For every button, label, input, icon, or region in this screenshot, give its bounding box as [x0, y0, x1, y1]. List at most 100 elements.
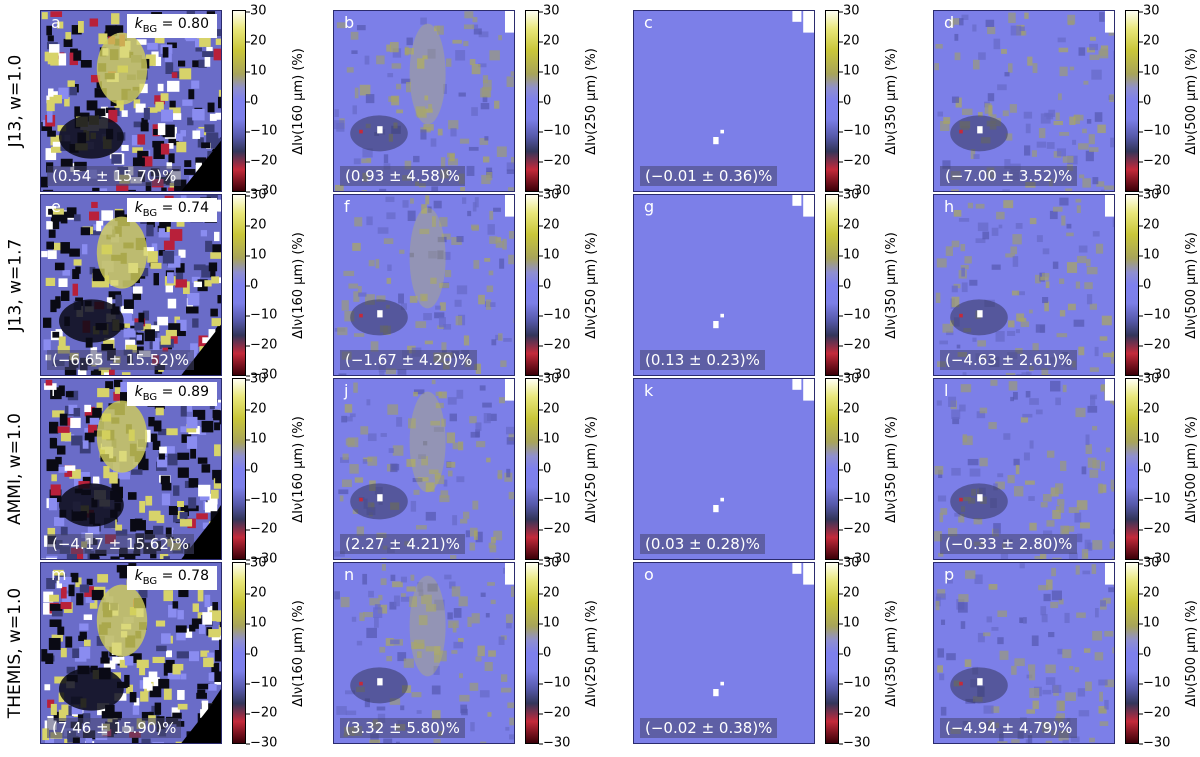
colorbar-tick-label: 0 — [838, 93, 852, 109]
k-bg-label: kBG = 0.74 — [126, 198, 217, 222]
colorbar-tick-label: 30 — [1139, 3, 1160, 19]
colorbar-tick-label: 20 — [1139, 217, 1160, 233]
colorbar-tick-label: −30 — [1138, 367, 1171, 383]
colorbar-tick-label: 20 — [1139, 33, 1160, 49]
colorbar-tick-label: 20 — [539, 401, 560, 417]
colorbar-tick-label: −20 — [245, 521, 278, 537]
colorbar-tick-label: −10 — [538, 675, 571, 691]
colorbar-ticks: 30 20 10 0 −10 −20 −30 — [1138, 372, 1183, 567]
colorbar-tick-label: −30 — [1138, 735, 1171, 751]
colorbar-ticks: 30 20 10 0 −10 −20 −30 — [1138, 4, 1183, 199]
colorbar-tick-label: −10 — [838, 675, 871, 691]
colorbar-tick-label: −10 — [838, 307, 871, 323]
colorbar-ticks: 30 20 10 0 −10 −20 −30 — [538, 188, 583, 383]
colorbar-tick-label: −20 — [538, 153, 571, 169]
colorbar-tick-label: 10 — [839, 63, 860, 79]
map-panel-a: a kBG = 0.80 (0.54 ± 15.70)% — [40, 10, 222, 192]
residual-map-image — [334, 563, 514, 743]
colorbar-tick-label: 10 — [839, 247, 860, 263]
colorbar-tick-label: −10 — [245, 675, 278, 691]
colorbar-axis-label-text: ΔIν(350 μm) (%) — [883, 415, 899, 523]
colorbar-tick-label: −10 — [1138, 675, 1171, 691]
colorbar-tick-label: 30 — [1139, 555, 1160, 571]
residual-map-image — [41, 563, 221, 743]
colorbar-ticks: 30 20 10 0 −10 −20 −30 — [838, 4, 883, 199]
colorbar-tick-label: 30 — [839, 555, 860, 571]
colorbar-axis-label-text: ΔIν(250 μm) (%) — [583, 599, 599, 707]
colorbar-tick-label: 30 — [839, 371, 860, 387]
colorbar-axis-label: ΔIν(350 μm) (%) — [879, 378, 903, 560]
colorbar-ticks: 30 20 10 0 −10 −20 −30 — [245, 372, 290, 567]
panel-letter: h — [944, 197, 955, 216]
colorbar-axis-label: ΔIν(160 μm) (%) — [286, 378, 310, 560]
colorbar-axis-label-text: ΔIν(500 μm) (%) — [1183, 47, 1199, 155]
panel-letter: o — [644, 565, 654, 584]
colorbar-tick-label: 0 — [245, 461, 259, 477]
colorbar — [1125, 10, 1139, 192]
residual-map-image — [334, 379, 514, 559]
colorbar — [525, 194, 539, 376]
colorbar-axis-label-text: ΔIν(160 μm) (%) — [290, 231, 306, 339]
colorbar-tick-label: −20 — [1138, 337, 1171, 353]
colorbar-tick-label: 30 — [246, 187, 267, 203]
colorbar-tick-label: −30 — [1138, 183, 1171, 199]
colorbar-axis-label-text: ΔIν(350 μm) (%) — [883, 599, 899, 707]
map-panel-p: p (−4.94 ± 4.79)% — [933, 562, 1115, 744]
k-bg-label: kBG = 0.89 — [126, 382, 217, 406]
colorbar-tick-label: 10 — [1139, 63, 1160, 79]
stat-label: (−0.01 ± 0.36)% — [640, 166, 778, 186]
colorbar-axis-label: ΔIν(500 μm) (%) — [1179, 194, 1200, 376]
colorbar-tick-label: −30 — [838, 367, 871, 383]
colorbar — [1125, 562, 1139, 744]
residual-map-image — [334, 11, 514, 191]
panel-letter: b — [344, 13, 355, 32]
colorbar-axis-label: ΔIν(250 μm) (%) — [579, 194, 603, 376]
colorbar-ticks: 30 20 10 0 −10 −20 −30 — [538, 372, 583, 567]
colorbar-axis-label-text: ΔIν(160 μm) (%) — [290, 415, 306, 523]
map-panel-k: k (0.03 ± 0.28)% — [633, 378, 815, 560]
colorbar-tick-label: −20 — [538, 337, 571, 353]
colorbar-tick-label: 20 — [246, 217, 267, 233]
colorbar-tick-label: 10 — [246, 615, 267, 631]
colorbar-tick-label: −30 — [838, 183, 871, 199]
colorbar-axis-label: ΔIν(250 μm) (%) — [579, 378, 603, 560]
colorbar-tick-label: 30 — [839, 187, 860, 203]
row-label: AMMI, w=1.0 — [0, 378, 30, 560]
colorbar-tick-label: 30 — [1139, 187, 1160, 203]
colorbar-tick-label: 10 — [246, 247, 267, 263]
colorbar-tick-label: 20 — [839, 401, 860, 417]
row-label: J13, w=1.0 — [0, 10, 30, 192]
colorbar-tick-label: −10 — [245, 491, 278, 507]
colorbar-tick-label: 20 — [839, 217, 860, 233]
colorbar-tick-label: −20 — [838, 705, 871, 721]
map-panel-j: j (2.27 ± 4.21)% — [333, 378, 515, 560]
colorbar-ticks: 30 20 10 0 −10 −20 −30 — [1138, 556, 1183, 751]
stat-label: (0.93 ± 4.58)% — [340, 166, 465, 186]
colorbar-tick-label: 0 — [538, 461, 552, 477]
colorbar-tick-label: 0 — [1138, 93, 1152, 109]
colorbar-tick-label: −30 — [245, 735, 278, 751]
row-label: THEMIS, w=1.0 — [0, 562, 30, 744]
colorbar-axis-label-text: ΔIν(500 μm) (%) — [1183, 231, 1199, 339]
colorbar-tick-label: −10 — [1138, 307, 1171, 323]
colorbar-axis-label-text: ΔIν(160 μm) (%) — [290, 599, 306, 707]
colorbar-axis-label: ΔIν(350 μm) (%) — [879, 194, 903, 376]
colorbar-axis-label-text: ΔIν(350 μm) (%) — [883, 231, 899, 339]
colorbar-tick-label: 0 — [538, 645, 552, 661]
colorbar-ticks: 30 20 10 0 −10 −20 −30 — [538, 556, 583, 751]
colorbar-tick-label: 30 — [246, 555, 267, 571]
colorbar — [525, 378, 539, 560]
stat-label: (−4.94 ± 4.79)% — [940, 718, 1078, 738]
colorbar-tick-label: 20 — [839, 33, 860, 49]
k-bg-label: kBG = 0.78 — [126, 566, 217, 590]
colorbar-tick-label: −30 — [245, 183, 278, 199]
colorbar-axis-label: ΔIν(250 μm) (%) — [579, 10, 603, 192]
colorbar — [525, 562, 539, 744]
map-panel-b: b (0.93 ± 4.58)% — [333, 10, 515, 192]
colorbar-tick-label: 20 — [246, 401, 267, 417]
residual-map-image — [634, 563, 814, 743]
colorbar-tick-label: 0 — [538, 93, 552, 109]
colorbar-axis-label-text: ΔIν(250 μm) (%) — [583, 231, 599, 339]
colorbar-axis-label-text: ΔIν(250 μm) (%) — [583, 415, 599, 523]
